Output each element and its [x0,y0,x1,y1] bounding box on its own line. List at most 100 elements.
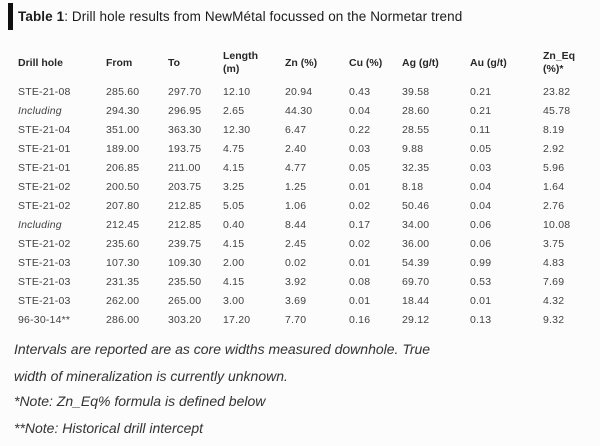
value-cell: 189.00 [106,142,140,155]
value-cell: 2.40 [285,142,307,155]
table-row: STE-21-01 189.00 193.75 4.75 2.40 0.03 9.88 0.0… [16,139,586,158]
value-cell: 297.70 [168,85,202,98]
value-cell: 54.39 [402,256,430,269]
drill-hole-cell: STE-21-02 [18,199,71,212]
value-cell: 0.21 [470,104,492,117]
value-cell: 2.65 [223,104,245,117]
value-cell: 3.92 [285,275,307,288]
value-cell: 18.44 [402,294,430,307]
value-cell: 212.45 [106,218,140,231]
value-cell: 4.15 [223,161,245,174]
value-cell: 0.13 [470,313,492,326]
column-header: Au (g/t) [470,56,507,69]
value-cell: 303.20 [168,313,202,326]
table-row: STE-21-03 107.30 109.30 2.00 0.02 0.01 54.39 0.… [16,253,586,272]
value-cell: 20.94 [285,85,313,98]
value-cell: 239.75 [168,237,202,250]
value-cell: 285.60 [106,85,140,98]
column-header: To [168,56,181,69]
value-cell: 2.76 [543,199,565,212]
value-cell: 0.02 [349,199,371,212]
value-cell: 206.85 [106,161,140,174]
value-cell: 0.06 [470,237,492,250]
value-cell: 45.78 [543,104,571,117]
value-cell: 200.50 [106,180,140,193]
value-cell: 2.92 [543,142,565,155]
drill-hole-cell: Including [18,218,62,231]
value-cell: 211.00 [168,161,201,174]
table-row: STE-21-02 200.50 203.75 3.25 1.25 0.01 8.18 0.0… [16,177,586,196]
table-body: STE-21-08 285.60 297.70 12.10 20.94 0.43 39.58… [16,82,586,329]
value-cell: 296.95 [168,104,202,117]
note-zneq-formula: *Note: Zn_Eq% formula is defined below [14,393,266,409]
drill-hole-cell: STE-21-03 [18,294,71,307]
value-cell: 4.15 [223,237,245,250]
column-header: Drill hole [18,56,63,69]
drill-hole-cell: STE-21-01 [18,161,71,174]
value-cell: 39.58 [402,85,430,98]
drill-hole-cell: Including [18,104,62,117]
table-row: STE-21-02 235.60 239.75 4.15 2.45 0.02 36.00 0.… [16,234,586,253]
table-title: Table 1: Drill hole results from NewMéta… [18,9,462,24]
table-row: STE-21-04 351.00 363.30 12.30 6.47 0.22 28.55 0… [16,120,586,139]
value-cell: 235.50 [168,275,202,288]
value-cell: 212.85 [168,199,202,212]
value-cell: 262.00 [106,294,140,307]
value-cell: 34.00 [402,218,430,231]
table-header-row: Drill hole From To Length (m) Zn (%) Cu (%) Ag … [16,44,586,82]
table-notes: Intervals are reported are as core width… [14,336,494,446]
value-cell: 6.47 [285,123,307,136]
column-header: Ag (g/t) [402,56,439,69]
note-intervals: Intervals are reported are as core width… [14,341,431,384]
drill-hole-cell: STE-21-04 [18,123,71,136]
value-cell: 203.75 [168,180,202,193]
value-cell: 0.03 [470,161,492,174]
value-cell: 4.15 [223,275,245,288]
value-cell: 12.30 [223,123,251,136]
drill-hole-cell: STE-21-03 [18,256,71,269]
column-header: From [106,56,133,69]
column-header: Cu (%) [349,56,383,69]
column-header: Zn_Eq (%)* [543,50,576,75]
value-cell: 36.00 [402,237,430,250]
value-cell: 265.00 [168,294,202,307]
value-cell: 0.06 [470,218,492,231]
value-cell: 5.96 [543,161,565,174]
value-cell: 1.06 [285,199,307,212]
value-cell: 0.04 [349,104,371,117]
table-title-label: Table 1 [18,9,65,24]
value-cell: 0.02 [285,256,307,269]
value-cell: 9.32 [543,313,565,326]
table-row: STE-21-01 206.85 211.00 4.15 4.77 0.05 32.35 0.… [16,158,586,177]
value-cell: 7.70 [285,313,307,326]
table-title-text: : Drill hole results from NewMétal focus… [64,9,463,24]
value-cell: 0.17 [349,218,371,231]
value-cell: 2.00 [223,256,245,269]
value-cell: 29.12 [402,313,430,326]
value-cell: 4.32 [543,294,565,307]
value-cell: 28.60 [402,104,430,117]
value-cell: 231.35 [106,275,140,288]
drill-results-table: Drill hole From To Length (m) Zn (%) Cu (%) Ag … [16,44,586,329]
value-cell: 8.44 [285,218,307,231]
value-cell: 2.45 [285,237,307,250]
drill-hole-cell: STE-21-08 [18,85,71,98]
value-cell: 3.25 [223,180,245,193]
value-cell: 1.64 [543,180,565,193]
value-cell: 4.75 [223,142,245,155]
value-cell: 8.18 [402,180,424,193]
value-cell: 44.30 [285,104,313,117]
value-cell: 0.53 [470,275,492,288]
value-cell: 5.05 [223,199,245,212]
value-cell: 3.00 [223,294,245,307]
value-cell: 3.75 [543,237,565,250]
value-cell: 23.82 [543,85,571,98]
value-cell: 0.40 [223,218,245,231]
column-header: Zn (%) [285,56,318,69]
value-cell: 32.35 [402,161,430,174]
value-cell: 0.43 [349,85,371,98]
value-cell: 7.69 [543,275,565,288]
value-cell: 1.25 [285,180,307,193]
table-row: Including 212.45 212.85 0.40 8.44 0.17 34.00 0.… [16,215,586,234]
